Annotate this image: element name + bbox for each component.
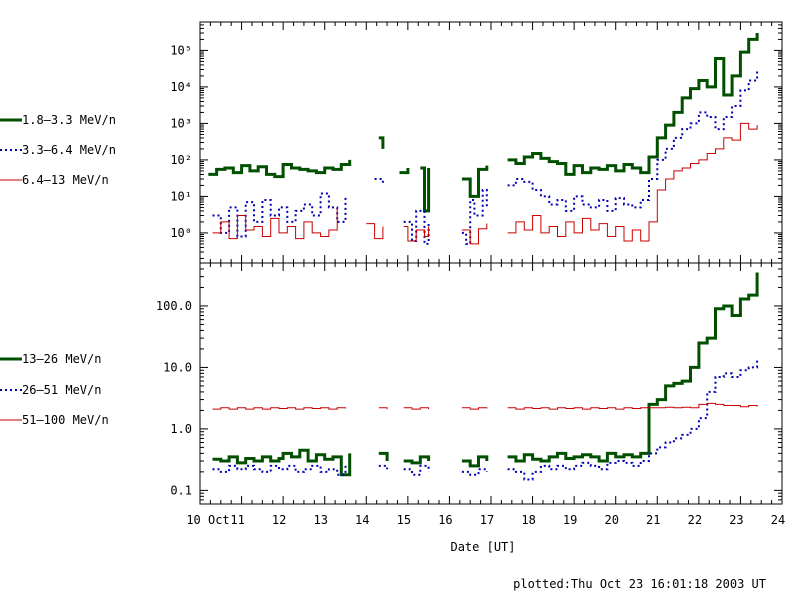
x-tick-label: 12 xyxy=(272,513,286,527)
legend-label-top-0: 1.8–3.3 MeV/n xyxy=(22,113,116,127)
x-tick-label: 19 xyxy=(563,513,577,527)
legend-label-bottom-1: 26–51 MeV/n xyxy=(22,383,101,397)
x-tick-label: 21 xyxy=(646,513,660,527)
legend-label-top-2: 6.4–13 MeV/n xyxy=(22,173,109,187)
x-tick-label: 10 Oct xyxy=(186,513,229,527)
series-line-top-0 xyxy=(208,33,759,213)
series-line-bottom-0 xyxy=(212,272,759,477)
y-tick-label-bottom: 100.0 xyxy=(156,299,192,313)
x-axis-label: Date [UT] xyxy=(450,540,515,554)
y-tick-label-bottom: 1.0 xyxy=(170,422,192,436)
legend-label-bottom-2: 51–100 MeV/n xyxy=(22,413,109,427)
legend-label-bottom-0: 13–26 MeV/n xyxy=(22,352,101,366)
x-tick-label: 14 xyxy=(355,513,369,527)
legend-label-top-1: 3.3–6.4 MeV/n xyxy=(22,143,116,157)
series-line-bottom-2 xyxy=(212,402,758,410)
y-tick-label-top: 10⁴ xyxy=(170,80,192,94)
x-tick-label: 16 xyxy=(438,513,452,527)
x-tick-label: 20 xyxy=(604,513,618,527)
series-group-bottom xyxy=(212,272,759,481)
y-tick-label-bottom: 0.1 xyxy=(170,483,192,497)
plotted-timestamp: plotted:Thu Oct 23 16:01:18 2003 UT xyxy=(513,577,766,591)
x-tick-label: 17 xyxy=(480,513,494,527)
series-group-top xyxy=(208,33,759,245)
x-tick-label: 24 xyxy=(771,513,785,527)
x-tick-label: 18 xyxy=(521,513,535,527)
y-tick-label-top: 10¹ xyxy=(170,189,192,203)
y-tick-label-bottom: 10.0 xyxy=(163,360,192,374)
y-tick-label-top: 10⁰ xyxy=(170,226,192,240)
y-tick-label-top: 10² xyxy=(170,153,192,167)
y-tick-label-top: 10⁵ xyxy=(170,43,192,57)
series-line-top-2 xyxy=(212,122,758,245)
plot-frame-bottom xyxy=(199,262,783,505)
series-line-bottom-1 xyxy=(212,360,759,481)
x-tick-label: 22 xyxy=(688,513,702,527)
x-tick-label: 13 xyxy=(313,513,327,527)
y-tick-label-top: 10³ xyxy=(170,116,192,130)
x-tick-label: 23 xyxy=(729,513,743,527)
x-tick-label: 11 xyxy=(230,513,244,527)
series-line-top-1 xyxy=(212,69,759,245)
x-tick-label: 15 xyxy=(397,513,411,527)
